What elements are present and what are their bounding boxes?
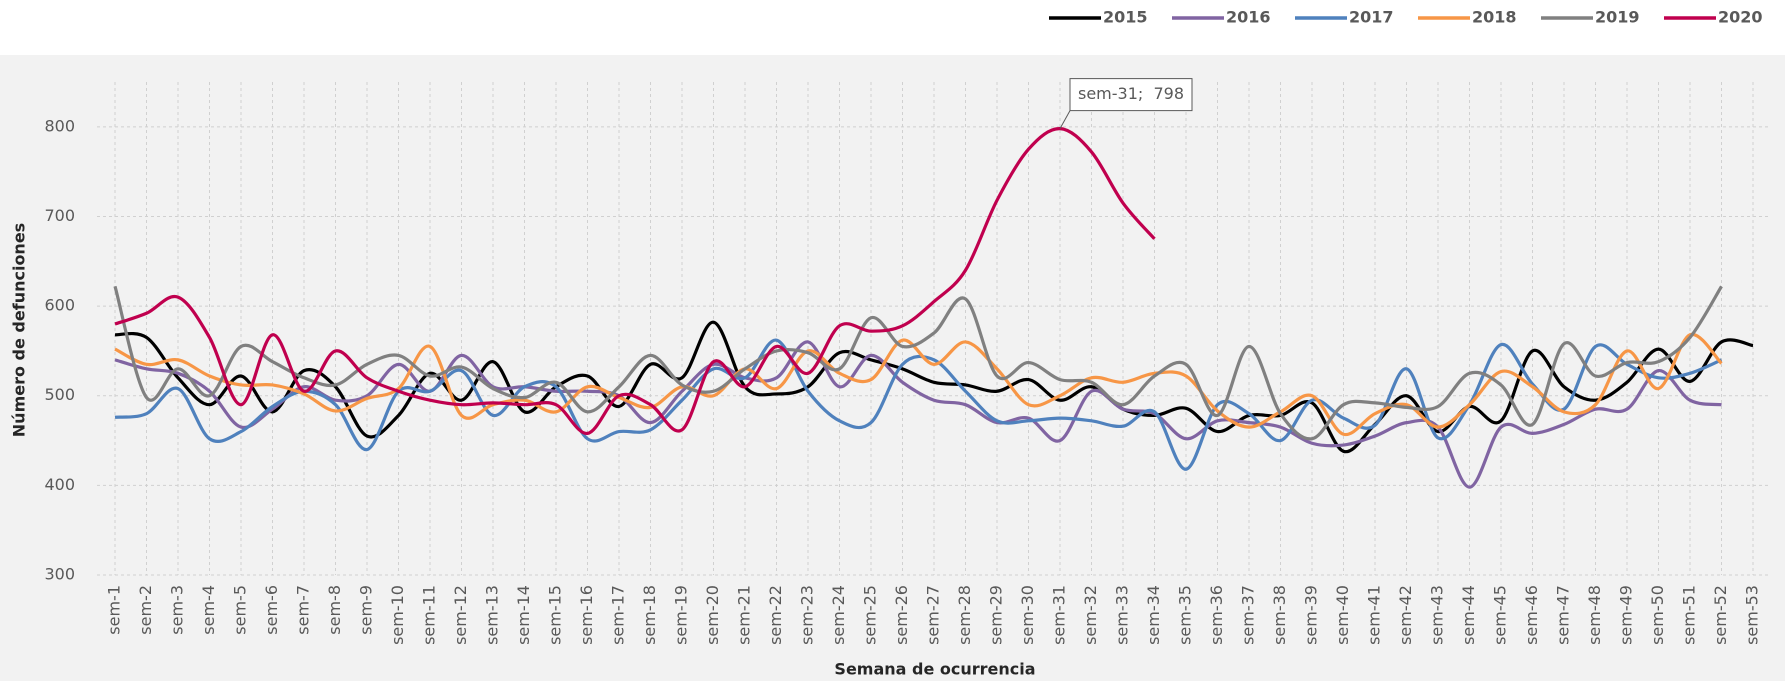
x-tick-label: sem-6 xyxy=(262,585,281,635)
y-tick-label: 300 xyxy=(44,565,75,584)
x-tick-label: sem-29 xyxy=(987,585,1006,645)
x-tick-label: sem-34 xyxy=(1144,585,1163,645)
x-tick-label: sem-44 xyxy=(1459,585,1478,645)
x-tick-label: sem-43 xyxy=(1428,585,1447,645)
x-tick-label: sem-37 xyxy=(1239,585,1258,645)
x-tick-label: sem-48 xyxy=(1585,585,1604,645)
x-tick-label: sem-8 xyxy=(325,585,344,635)
series-line xyxy=(114,127,1156,435)
y-tick-label: 400 xyxy=(44,475,75,494)
x-tick-label: sem-7 xyxy=(294,585,313,635)
annotation: sem-31; 798 xyxy=(1078,84,1184,103)
x-tick-label: sem-25 xyxy=(861,585,880,645)
x-tick-label: sem-28 xyxy=(955,585,974,645)
x-tick-label: sem-46 xyxy=(1522,585,1541,645)
x-tick-label: sem-35 xyxy=(1176,585,1195,645)
x-tick-label: sem-12 xyxy=(451,585,470,645)
legend-label: 2016 xyxy=(1226,8,1271,27)
series-line xyxy=(114,340,1722,489)
x-tick-label: sem-49 xyxy=(1617,585,1636,645)
x-tick-label: sem-42 xyxy=(1396,585,1415,645)
x-tick-label: sem-47 xyxy=(1554,585,1573,645)
x-tick-label: sem-38 xyxy=(1270,585,1289,645)
x-tick-label: sem-18 xyxy=(640,585,659,645)
y-tick-label: 700 xyxy=(44,206,75,225)
x-tick-label: sem-15 xyxy=(546,585,565,645)
x-tick-label: sem-32 xyxy=(1081,585,1100,645)
x-tick-label: sem-9 xyxy=(357,585,376,635)
x-tick-label: sem-41 xyxy=(1365,585,1384,645)
x-tick-label: sem-13 xyxy=(483,585,502,645)
annotation-box xyxy=(1069,78,1193,112)
x-tick-label: sem-19 xyxy=(672,585,691,645)
annotation-leader xyxy=(1059,110,1071,129)
x-tick-label: sem-20 xyxy=(703,585,722,645)
x-tick-label: sem-21 xyxy=(735,585,754,645)
x-tick-label: sem-3 xyxy=(168,585,187,635)
x-tick-label: sem-26 xyxy=(892,585,911,645)
series-line xyxy=(114,333,1723,437)
legend-label: 2019 xyxy=(1595,8,1640,27)
x-tick-label: sem-27 xyxy=(924,585,943,645)
x-tick-label: sem-11 xyxy=(420,585,439,645)
x-tick-label: sem-1 xyxy=(105,585,124,635)
y-tick-label: 500 xyxy=(44,385,75,404)
x-tick-label: sem-39 xyxy=(1302,585,1321,645)
x-tick-label: sem-5 xyxy=(231,585,250,635)
x-tick-label: sem-50 xyxy=(1648,585,1667,645)
x-tick-label: sem-2 xyxy=(136,585,155,635)
x-tick-label: sem-52 xyxy=(1711,585,1730,645)
x-tick-label: sem-4 xyxy=(199,585,218,635)
x-tick-label: sem-30 xyxy=(1018,585,1037,645)
legend-label: 2015 xyxy=(1103,8,1148,27)
x-tick-label: sem-22 xyxy=(766,585,785,645)
series-line xyxy=(114,320,1754,454)
y-axis-label: Número de defunciones xyxy=(10,223,29,437)
x-tick-label: sem-45 xyxy=(1491,585,1510,645)
x-axis-label: Semana de ocurrencia xyxy=(834,660,1035,679)
x-tick-label: sem-40 xyxy=(1333,585,1352,645)
y-tick-label: 800 xyxy=(44,116,75,135)
x-tick-label: sem-53 xyxy=(1743,585,1762,645)
x-tick-label: sem-16 xyxy=(577,585,596,645)
x-tick-label: sem-17 xyxy=(609,585,628,645)
x-tick-label: sem-14 xyxy=(514,585,533,645)
x-tick-label: sem-10 xyxy=(388,585,407,645)
x-tick-label: sem-33 xyxy=(1113,585,1132,645)
legend-label: 2020 xyxy=(1718,8,1763,27)
y-tick-label: 600 xyxy=(44,296,75,315)
series-line xyxy=(113,285,1723,441)
legend-label: 2017 xyxy=(1349,8,1394,27)
x-tick-label: sem-31 xyxy=(1050,585,1069,645)
x-tick-label: sem-36 xyxy=(1207,585,1226,645)
legend-label: 2018 xyxy=(1472,8,1517,27)
x-tick-label: sem-24 xyxy=(829,585,848,645)
x-tick-label: sem-51 xyxy=(1680,585,1699,645)
x-tick-label: sem-23 xyxy=(798,585,817,645)
